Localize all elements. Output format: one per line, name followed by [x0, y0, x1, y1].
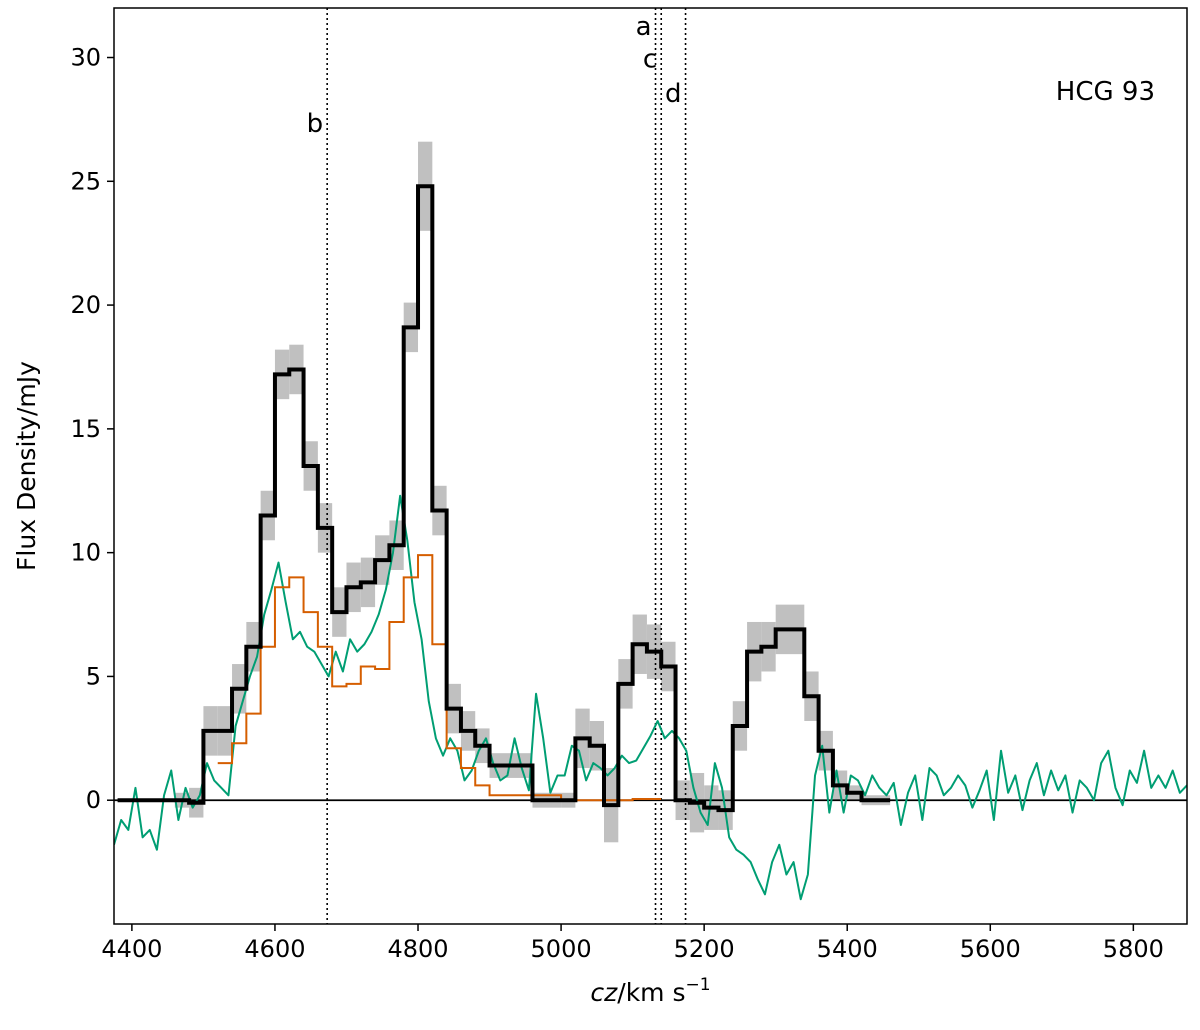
- x-tick-label: 5800: [1103, 935, 1164, 963]
- x-tick-label: 5000: [531, 935, 592, 963]
- x-axis-label: cz/km s−1: [590, 975, 710, 1007]
- x-tick-label: 4400: [101, 935, 162, 963]
- x-axis-label-symbol: cz: [590, 978, 618, 1007]
- x-tick-label: 5200: [674, 935, 735, 963]
- data-series: [114, 184, 1187, 901]
- x-axis-label-exponent: −1: [686, 975, 711, 995]
- series-green-spectrum: [114, 494, 1187, 901]
- y-tick-label: 30: [70, 44, 101, 72]
- series-black-spectrum: [117, 184, 891, 813]
- vline-labels: b acd: [307, 12, 682, 139]
- x-axis-label-units: /km s: [617, 978, 685, 1007]
- y-tick-label: 20: [70, 291, 101, 319]
- x-tick-label: 4800: [387, 935, 448, 963]
- y-tick-label: 15: [70, 415, 101, 443]
- axis-ticks: 4400 4600 4800 5000 5200 5400 5600 5800 0 5 10 15 20…: [70, 44, 1163, 963]
- y-tick-label: 5: [86, 662, 101, 690]
- panel-annotation: HCG 93: [1056, 77, 1155, 107]
- plot-frame: [113, 7, 1188, 925]
- x-tick-label: 5400: [817, 935, 878, 963]
- y-axis-label: Flux Density/mJy: [12, 361, 41, 571]
- x-tick-label: 5600: [960, 935, 1021, 963]
- vline-label-b: b: [307, 109, 324, 139]
- vline-label-a: a: [636, 12, 652, 42]
- x-tick-label: 4600: [244, 935, 305, 963]
- reference-lines: [326, 8, 687, 924]
- y-tick-label: 25: [70, 167, 101, 195]
- series-orange-spectrum: [217, 554, 662, 802]
- vline-label-d: d: [665, 79, 682, 109]
- vline-label-c: c: [643, 44, 657, 74]
- y-tick-label: 10: [70, 539, 101, 567]
- y-tick-label: 0: [86, 786, 101, 814]
